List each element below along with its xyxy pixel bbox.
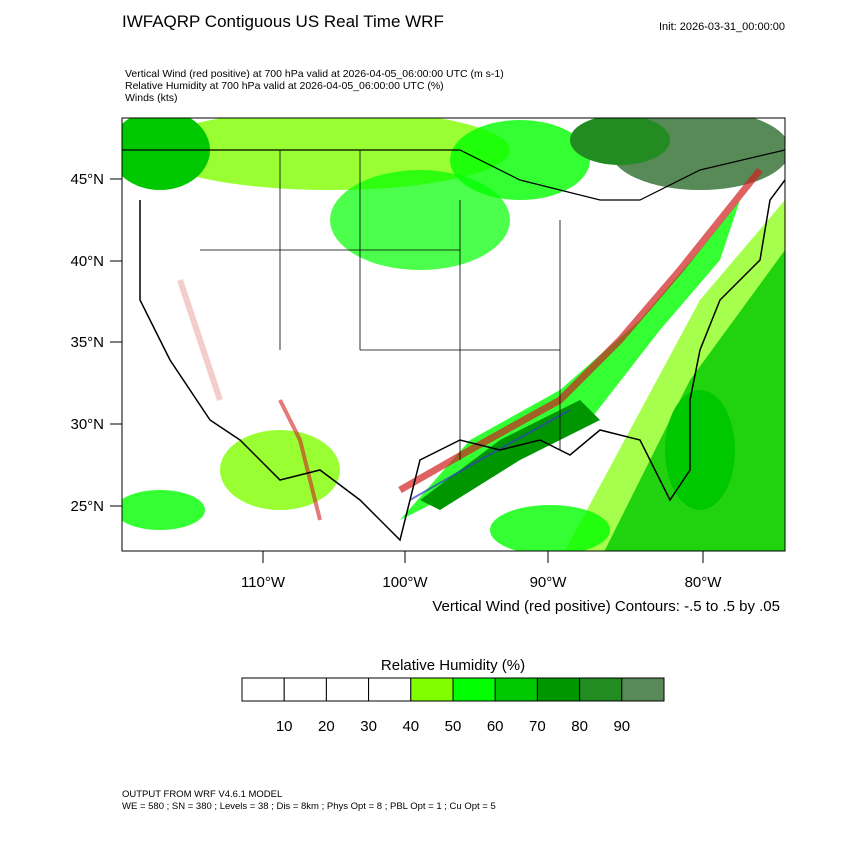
lon-label: 110°W: [241, 574, 286, 591]
colorbar-label: 60: [487, 718, 504, 735]
lat-label: 30°N: [70, 416, 104, 433]
colorbar-box: [452, 677, 496, 702]
colorbar-box: [579, 677, 623, 702]
colorbar-box: [494, 677, 538, 702]
footer-line: WE = 580 ; SN = 380 ; Levels = 38 ; Dis …: [122, 801, 496, 812]
colorbar-label: 10: [276, 718, 293, 735]
lat-label: 40°N: [70, 253, 104, 270]
lat-label: 45°N: [70, 171, 104, 188]
colorbar-box: [536, 677, 581, 702]
colorbar-label: 90: [613, 718, 630, 735]
lon-label: 100°W: [382, 574, 428, 591]
colorbar-label: 40: [402, 718, 419, 735]
subtitle: Relative Humidity at 700 hPa valid at 20…: [125, 80, 444, 92]
lat-label: 25°N: [70, 498, 104, 515]
title: IWFAQRP Contiguous US Real Time WRF: [122, 12, 444, 31]
lon-label: 80°W: [685, 574, 723, 591]
colorbar-box: [410, 677, 454, 702]
colorbar: 10 20 30 40 50 60 70 80 90: [241, 677, 665, 735]
init-time: Init: 2026-03-31_00:00:00: [659, 21, 785, 33]
map-axes: 45°N 40°N 35°N 30°N 25°N 110°W 100°W 90°W 80°W: [70, 171, 722, 591]
colorbar-box: [368, 677, 412, 702]
colorbar-box: [241, 677, 285, 702]
colorbar-label: 80: [571, 718, 588, 735]
contour-note: Vertical Wind (red positive) Contours: -…: [432, 598, 780, 615]
subtitle: Winds (kts): [125, 92, 178, 104]
colorbar-label: 30: [360, 718, 377, 735]
lat-label: 35°N: [70, 334, 104, 351]
footer-line: OUTPUT FROM WRF V4.6.1 MODEL: [122, 789, 282, 800]
colorbar-label: 50: [445, 718, 462, 735]
lon-label: 90°W: [530, 574, 568, 591]
colorbar-title: Relative Humidity (%): [381, 657, 525, 674]
map: [121, 117, 786, 552]
colorbar-box: [325, 677, 370, 702]
colorbar-label: 20: [318, 718, 335, 735]
subtitle: Vertical Wind (red positive) at 700 hPa …: [125, 68, 504, 80]
colorbar-label: 70: [529, 718, 546, 735]
colorbar-box: [621, 677, 665, 702]
colorbar-box: [283, 677, 327, 702]
